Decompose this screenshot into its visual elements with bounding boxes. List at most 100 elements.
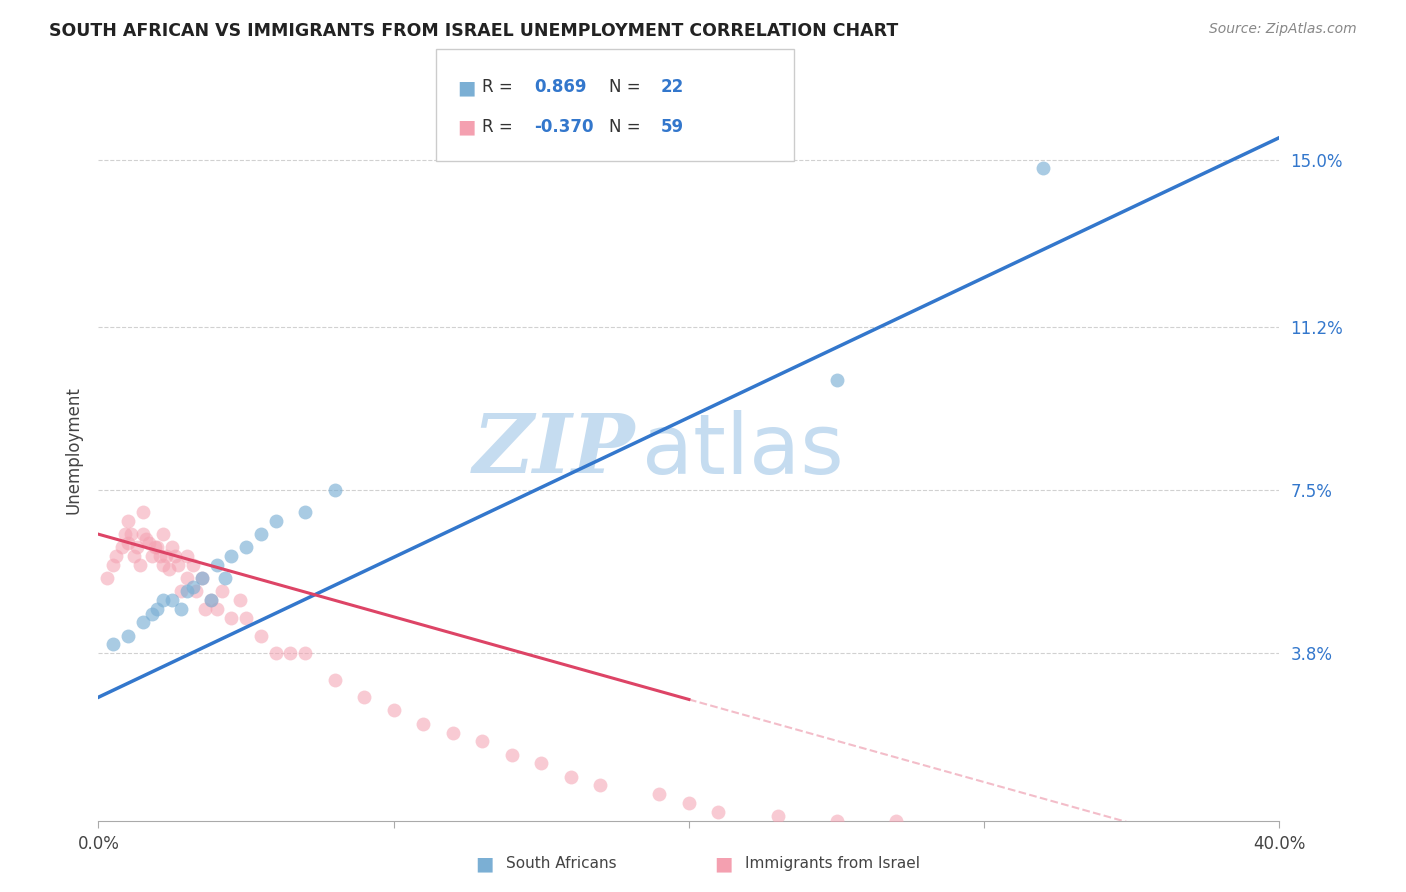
Text: SOUTH AFRICAN VS IMMIGRANTS FROM ISRAEL UNEMPLOYMENT CORRELATION CHART: SOUTH AFRICAN VS IMMIGRANTS FROM ISRAEL …	[49, 22, 898, 40]
Point	[211, 584, 233, 599]
Point	[111, 541, 134, 555]
Point	[152, 593, 174, 607]
Point	[221, 611, 243, 625]
Text: Immigrants from Israel: Immigrants from Israel	[745, 856, 920, 871]
Point	[250, 628, 273, 642]
Point	[589, 778, 612, 792]
Point	[176, 584, 198, 599]
Point	[200, 593, 222, 607]
Point	[132, 615, 155, 630]
Point	[294, 505, 316, 519]
Point	[825, 814, 848, 828]
Point	[221, 549, 243, 564]
Point	[162, 593, 183, 607]
Point	[152, 558, 174, 572]
Point	[141, 549, 163, 564]
Point	[264, 646, 287, 660]
Text: 59: 59	[661, 118, 683, 136]
Point	[117, 536, 139, 550]
Point	[191, 571, 214, 585]
Point	[146, 541, 169, 555]
Point	[471, 734, 494, 748]
Point	[229, 593, 252, 607]
Point	[235, 611, 257, 625]
Point	[132, 505, 155, 519]
Text: -0.370: -0.370	[534, 118, 593, 136]
Point	[170, 602, 193, 616]
Point	[250, 527, 273, 541]
Text: ■: ■	[714, 854, 733, 873]
Text: South Africans: South Africans	[506, 856, 617, 871]
Point	[648, 787, 671, 801]
Point	[146, 602, 169, 616]
Point	[152, 527, 174, 541]
Point	[143, 541, 166, 555]
Point	[167, 558, 190, 572]
Point	[323, 673, 346, 687]
Point	[235, 541, 257, 555]
Point	[122, 549, 145, 564]
Point	[184, 584, 207, 599]
Text: N =: N =	[609, 118, 640, 136]
Point	[294, 646, 316, 660]
Point	[181, 558, 204, 572]
Point	[323, 483, 346, 497]
Point	[135, 532, 157, 546]
Point	[181, 580, 204, 594]
Point	[560, 770, 582, 784]
Point	[214, 571, 236, 585]
Point	[353, 690, 375, 705]
Point	[176, 549, 198, 564]
Point	[114, 527, 136, 541]
Point	[132, 527, 155, 541]
Point	[162, 541, 183, 555]
Point	[191, 571, 214, 585]
Point	[707, 805, 730, 819]
Point	[125, 541, 148, 555]
Point	[1032, 161, 1054, 176]
Point	[96, 571, 118, 585]
Point	[530, 756, 553, 771]
Text: N =: N =	[609, 78, 640, 96]
Point	[103, 637, 125, 651]
Point	[170, 584, 193, 599]
Text: R =: R =	[482, 78, 513, 96]
Point	[678, 796, 700, 810]
Point	[441, 725, 464, 739]
Point	[155, 549, 177, 564]
Point	[200, 593, 222, 607]
Text: atlas: atlas	[641, 410, 844, 491]
Text: ■: ■	[457, 78, 475, 97]
Point	[105, 549, 128, 564]
Point	[120, 527, 142, 541]
Text: ■: ■	[457, 118, 475, 136]
Text: R =: R =	[482, 118, 513, 136]
Point	[128, 558, 150, 572]
Point	[205, 602, 228, 616]
Point	[766, 809, 789, 823]
Point	[117, 628, 139, 642]
Point	[141, 607, 163, 621]
Text: 0.869: 0.869	[534, 78, 586, 96]
Point	[157, 562, 180, 576]
Point	[176, 571, 198, 585]
Text: Source: ZipAtlas.com: Source: ZipAtlas.com	[1209, 22, 1357, 37]
Point	[825, 373, 848, 387]
Text: ZIP: ZIP	[474, 410, 636, 491]
Point	[501, 747, 523, 762]
Point	[205, 558, 228, 572]
Point	[103, 558, 125, 572]
Y-axis label: Unemployment: Unemployment	[65, 386, 83, 515]
Point	[280, 646, 302, 660]
Point	[412, 716, 434, 731]
Point	[149, 549, 172, 564]
Point	[165, 549, 187, 564]
Point	[382, 703, 405, 717]
Text: ■: ■	[475, 854, 494, 873]
Text: 22: 22	[661, 78, 685, 96]
Point	[264, 514, 287, 528]
Point	[138, 536, 160, 550]
Point	[194, 602, 217, 616]
Point	[117, 514, 139, 528]
Point	[884, 814, 907, 828]
